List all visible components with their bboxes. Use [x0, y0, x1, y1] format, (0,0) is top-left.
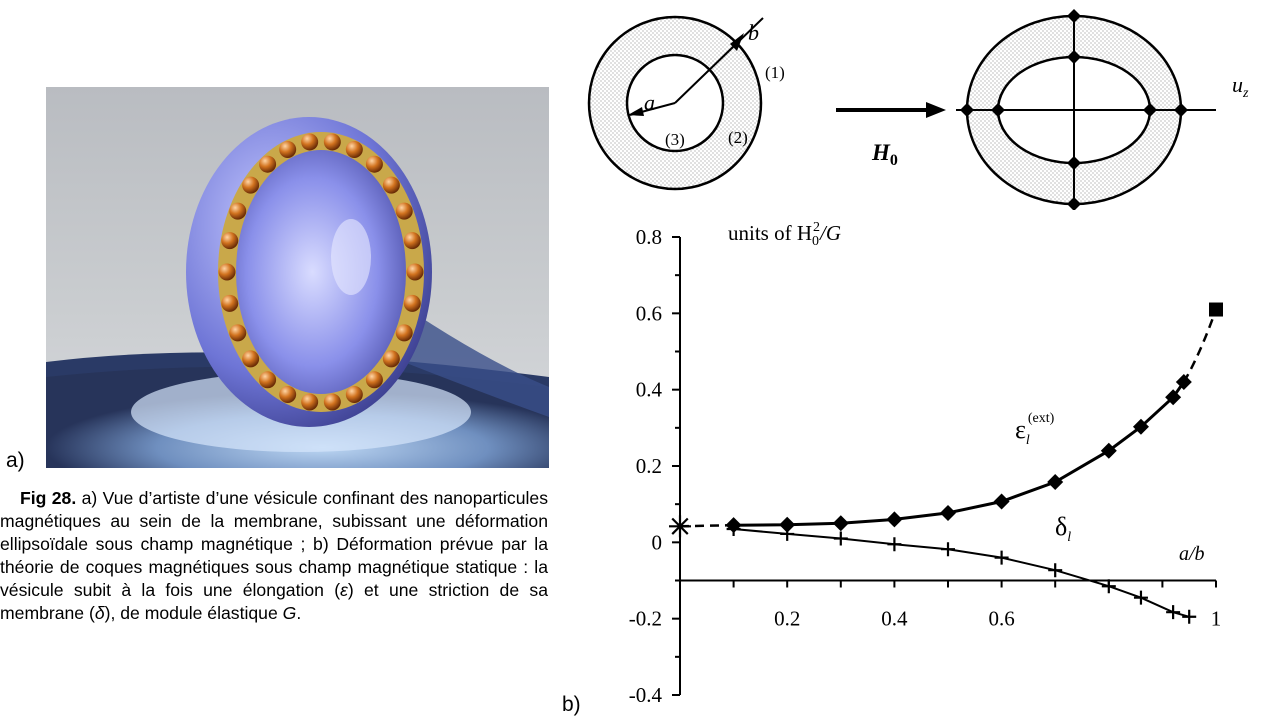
region-3-label: (3) [665, 130, 685, 149]
data-point-diamond [832, 515, 849, 532]
figure-number: Fig 28. [20, 488, 77, 508]
y-tick-label: -0.4 [629, 683, 663, 707]
radius-a-arrowhead [628, 107, 644, 116]
x-tick-label: 0.6 [988, 607, 1014, 631]
data-point-diamond [940, 504, 956, 521]
nanoparticle-bead [229, 202, 247, 220]
radius-b-arrowhead [730, 33, 744, 51]
nanoparticle-bead [382, 350, 400, 368]
nanoparticle-bead [365, 155, 383, 173]
uz-label: uz [1232, 72, 1249, 101]
data-point-diamond [1165, 389, 1182, 406]
data-point-plus [780, 526, 795, 541]
caption-var-g: G [282, 603, 297, 624]
data-point-diamond [1100, 442, 1117, 459]
y-tick-label: 0 [652, 530, 663, 554]
label-a: a [644, 90, 655, 115]
nanoparticle-bead [242, 350, 260, 368]
data-point-plus [994, 550, 1009, 565]
series-epsilon-label: εl(ext) [1015, 411, 1055, 448]
y-tick-label: 0.8 [636, 225, 662, 249]
nanoparticle-bead [406, 263, 424, 281]
data-point-plus [1101, 579, 1116, 594]
y-tick-label: 0.6 [636, 301, 662, 325]
caption-var-delta: δ [94, 603, 105, 624]
panel-b-label: b) [562, 693, 581, 716]
nanoparticle-bead [242, 176, 260, 194]
extrapolation-end [1182, 309, 1218, 383]
caption-var-epsilon: ε [340, 580, 348, 601]
series-delta-label: δl [1055, 512, 1071, 545]
x-tick-label: 0.2 [774, 607, 800, 631]
nanoparticle-bead [221, 232, 239, 250]
data-point-diamond [993, 493, 1010, 510]
data-point-plus [1133, 590, 1148, 605]
data-point-plus [1166, 605, 1181, 620]
nanoparticle-bead [345, 141, 363, 159]
data-point-plus [726, 521, 741, 536]
vesicle-render-image [46, 87, 549, 468]
data-point-plus [1048, 563, 1063, 578]
nanoparticle-bead [323, 133, 341, 151]
nanoparticle-bead [323, 393, 341, 411]
caption-text-3: ), de module élastique [104, 603, 283, 624]
nanoparticle-bead [279, 385, 297, 403]
endpoint-square-marker [1209, 302, 1223, 317]
nanoparticle-bead [345, 385, 363, 403]
radius-b-line [674, 17, 764, 104]
nanoparticle-bead [365, 371, 383, 389]
nanoparticle-bead [395, 202, 413, 220]
region-2-label: (2) [728, 128, 748, 147]
nanoparticle-bead [301, 133, 319, 151]
y-tick-label: 0.4 [636, 378, 663, 402]
caption-text-1: a) Vue d’artiste d’une vésicule confinan… [0, 488, 549, 601]
field-label: H0 [871, 140, 898, 169]
nanoparticle-bead [279, 141, 297, 159]
nanoparticle-bead [382, 176, 400, 194]
caption-text-2: ) et une striction de sa membrane ( [0, 580, 548, 624]
ellipsoid-diamond-markers [960, 9, 1188, 210]
nanoparticle-bead [259, 371, 277, 389]
nanoparticle-bead [403, 294, 421, 312]
nanoparticle-bead [221, 294, 239, 312]
data-point-diamond [779, 516, 796, 533]
nanoparticle-bead [301, 393, 319, 411]
panel-a-label: a) [6, 449, 25, 472]
x-tick-label: 1 [1211, 607, 1222, 631]
data-point-plus [833, 531, 848, 546]
field-arrowhead [926, 102, 946, 118]
deformation-schematic: b a (1) (2) (3) H0 uz [587, 9, 1249, 210]
origin-star-marker [669, 515, 691, 538]
data-point-plus [887, 537, 902, 552]
nanoparticle-bead [218, 263, 236, 281]
data-point-diamond [1132, 418, 1149, 435]
data-point-plus [941, 542, 955, 557]
figure-caption: Fig 28. a) Vue d’artiste d’une vésicule … [0, 487, 548, 626]
data-point-plus [1182, 609, 1197, 624]
deformation-chart: -0.4 -0.2 0 0.2 0.4 0.6 0.8 0.2 0.4 0.6 1 units of… [629, 220, 1223, 707]
data-point-diamond [886, 511, 903, 528]
series-line-1 [733, 528, 1190, 618]
units-label: units of H02/G [728, 220, 841, 249]
series-line-0 [733, 381, 1186, 527]
caption-text-4: . [296, 603, 302, 624]
nanoparticle-bead [229, 324, 247, 342]
y-tick-label: -0.2 [629, 607, 662, 631]
label-b: b [748, 20, 759, 45]
region-1-label: (1) [765, 63, 785, 82]
nanoparticle-bead [259, 155, 277, 173]
x-tick-label: 0.4 [881, 607, 908, 631]
x-axis-label: a/b [1179, 543, 1205, 565]
nanoparticle-bead [395, 324, 413, 342]
nanoparticle-bead [403, 232, 421, 250]
data-point-diamond [1047, 474, 1064, 491]
y-tick-label: 0.2 [636, 454, 662, 478]
data-point-diamond [1175, 374, 1192, 391]
